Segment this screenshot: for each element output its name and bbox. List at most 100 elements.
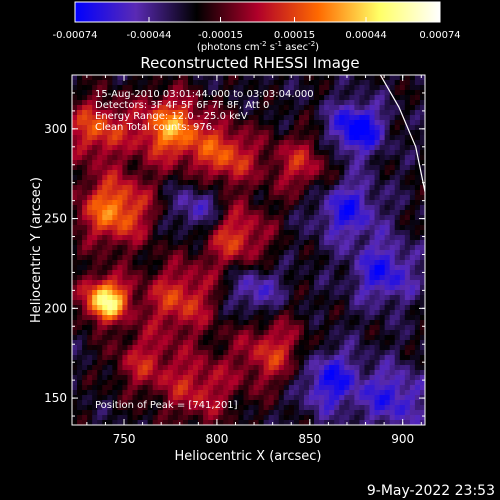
heatmap-cell	[233, 165, 239, 171]
colorbar-tick-label: -0.00074	[53, 30, 98, 41]
heatmap-cell	[218, 165, 224, 171]
heatmap-cell	[379, 115, 386, 121]
heatmap-cell	[112, 370, 118, 376]
heatmap-cell	[92, 80, 98, 86]
heatmap-cell	[399, 250, 406, 256]
heatmap-cell	[193, 180, 199, 186]
heatmap-cell	[77, 400, 83, 406]
heatmap-cell	[162, 175, 169, 181]
heatmap-cell	[419, 210, 425, 216]
heatmap-cell	[203, 180, 209, 186]
heatmap-cell	[283, 270, 290, 276]
heatmap-cell	[97, 180, 103, 186]
heatmap-cell	[283, 320, 290, 326]
heatmap-cell	[293, 90, 300, 96]
heatmap-cell	[182, 305, 189, 311]
heatmap-cell	[107, 115, 113, 121]
heatmap-cell	[218, 260, 224, 266]
heatmap-cell	[364, 420, 370, 425]
heatmap-cell	[258, 145, 265, 151]
heatmap-cell	[298, 335, 305, 341]
heatmap-cell	[228, 220, 234, 226]
heatmap-cell	[409, 275, 416, 281]
heatmap-cell	[349, 165, 355, 171]
heatmap-cell	[82, 345, 88, 351]
heatmap-cell	[142, 235, 149, 241]
heatmap-cell	[208, 200, 214, 206]
heatmap-cell	[238, 375, 244, 381]
heatmap-cell	[404, 400, 411, 406]
heatmap-cell	[182, 185, 189, 191]
heatmap-cell	[253, 210, 259, 216]
heatmap-cell	[359, 360, 365, 366]
heatmap-cell	[303, 175, 310, 181]
heatmap-cell	[157, 265, 164, 271]
heatmap-cell	[213, 350, 219, 356]
heatmap-cell	[283, 310, 290, 316]
heatmap-cell	[344, 195, 350, 201]
heatmap-cell	[404, 290, 411, 296]
heatmap-cell	[253, 140, 259, 146]
heatmap-cell	[147, 370, 154, 376]
heatmap-cell	[122, 270, 128, 276]
heatmap-cell	[82, 90, 88, 96]
heatmap-cell	[268, 405, 275, 411]
heatmap-cell	[218, 270, 224, 276]
heatmap-cell	[167, 265, 174, 271]
heatmap-cell	[303, 160, 310, 166]
heatmap-cell	[102, 395, 108, 401]
heatmap-cell	[273, 160, 280, 166]
heatmap-cell	[319, 260, 325, 266]
heatmap-cell	[233, 100, 239, 106]
heatmap-cell	[218, 230, 224, 236]
heatmap-cell	[288, 385, 295, 391]
heatmap-cell	[223, 260, 229, 266]
heatmap-cell	[147, 255, 154, 261]
heatmap-cell	[198, 390, 204, 396]
heatmap-cell	[364, 225, 370, 231]
heatmap-cell	[87, 100, 93, 106]
heatmap-cell	[414, 110, 421, 116]
heatmap-cell	[283, 330, 290, 336]
heatmap-cell	[344, 235, 350, 241]
heatmap-cell	[404, 115, 411, 121]
heatmap-cell	[298, 355, 305, 361]
heatmap-cell	[283, 130, 290, 136]
heatmap-cell	[228, 285, 234, 291]
heatmap-cell	[344, 290, 350, 296]
heatmap-cell	[384, 390, 391, 396]
colorbar	[74, 1, 441, 23]
heatmap-cell	[137, 385, 143, 391]
heatmap-cell	[177, 385, 184, 391]
heatmap-cell	[157, 200, 164, 206]
heatmap-cell	[278, 255, 285, 261]
heatmap-cell	[187, 325, 194, 331]
heatmap-cell	[379, 155, 386, 161]
heatmap-cell	[288, 140, 295, 146]
heatmap-cell	[263, 330, 270, 336]
heatmap-cell	[82, 350, 88, 356]
heatmap-cell	[253, 350, 259, 356]
heatmap-cell	[152, 420, 159, 425]
heatmap-cell	[97, 295, 103, 301]
heatmap-cell	[384, 140, 391, 146]
heatmap-cell	[309, 260, 315, 266]
heatmap-cell	[263, 220, 270, 226]
heatmap-cell	[303, 205, 310, 211]
heatmap-cell	[132, 350, 138, 356]
heatmap-cell	[334, 205, 340, 211]
heatmap-cell	[379, 365, 386, 371]
heatmap-cell	[157, 290, 164, 296]
heatmap-cell	[309, 170, 315, 176]
heatmap-cell	[329, 185, 335, 191]
heatmap-cell	[273, 340, 280, 346]
heatmap-cell	[354, 145, 360, 151]
heatmap-cell	[122, 195, 128, 201]
heatmap-cell	[314, 415, 320, 421]
heatmap-cell	[152, 350, 159, 356]
heatmap-cell	[177, 355, 184, 361]
heatmap-cell	[172, 235, 179, 241]
heatmap-cell	[389, 245, 396, 251]
heatmap-cell	[162, 180, 169, 186]
heatmap-cell	[87, 80, 93, 86]
